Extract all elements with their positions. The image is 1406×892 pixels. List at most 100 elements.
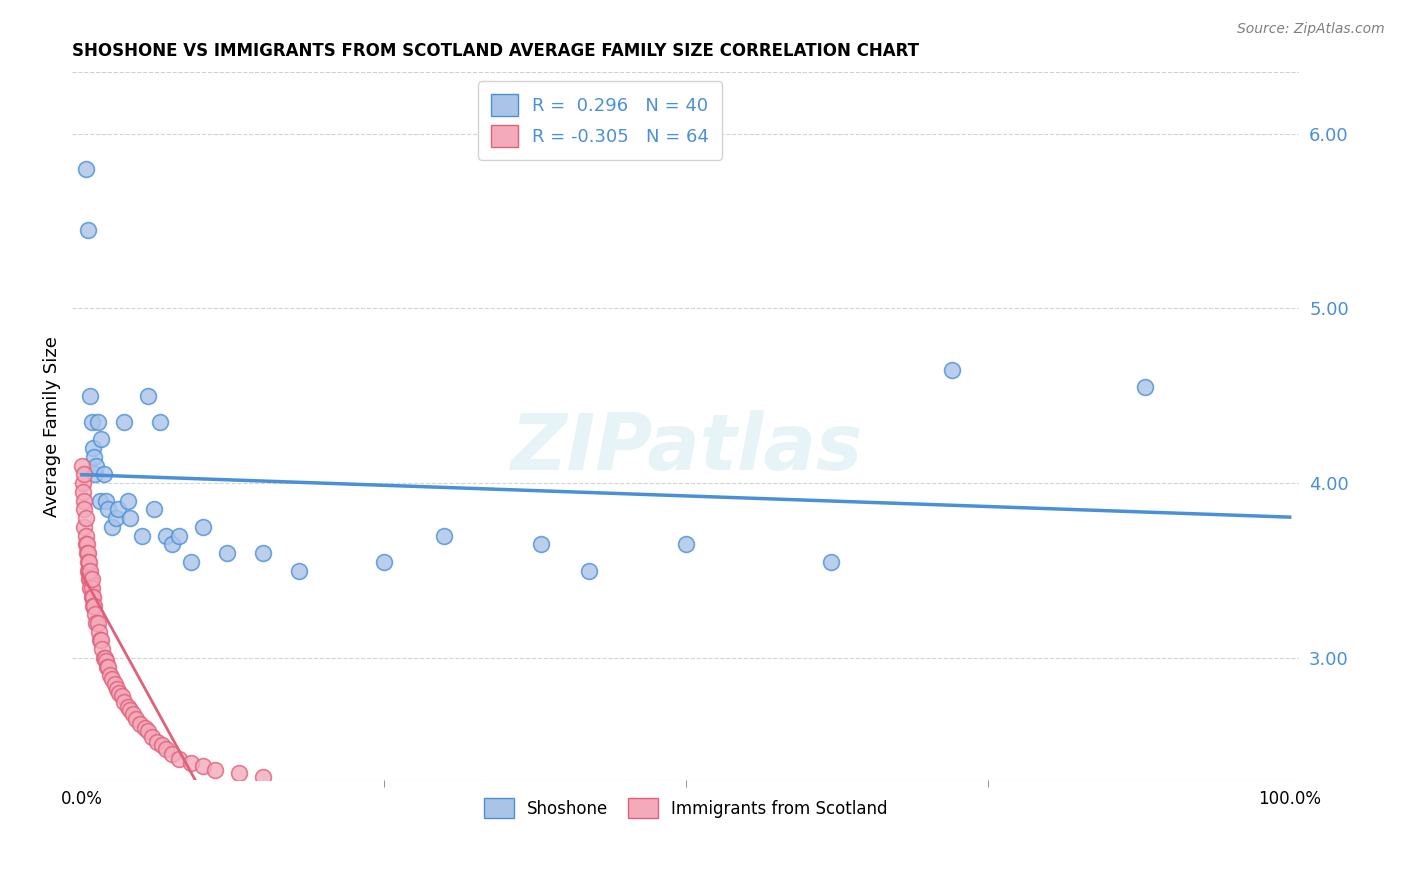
- Point: [80, 581, 103, 595]
- Point: [94, 651, 117, 665]
- Point: [80, 590, 103, 604]
- Point: [76, 546, 98, 560]
- Point: [77, 546, 100, 560]
- Point: [84, 607, 107, 622]
- Point: [180, 555, 202, 569]
- Point: [77, 555, 100, 569]
- Point: [373, 555, 395, 569]
- Point: [86, 615, 108, 630]
- Point: [121, 706, 143, 721]
- Point: [77, 564, 100, 578]
- Point: [675, 537, 697, 551]
- Point: [75, 528, 97, 542]
- Point: [107, 502, 129, 516]
- Point: [93, 651, 115, 665]
- Point: [96, 659, 118, 673]
- Point: [108, 686, 131, 700]
- Point: [191, 520, 214, 534]
- Point: [82, 590, 104, 604]
- Point: [80, 572, 103, 586]
- Point: [120, 703, 142, 717]
- Point: [111, 690, 134, 704]
- Point: [82, 599, 104, 613]
- Point: [578, 564, 600, 578]
- Point: [162, 747, 184, 761]
- Point: [93, 467, 115, 482]
- Point: [141, 730, 163, 744]
- Point: [86, 458, 108, 473]
- Point: [149, 415, 172, 429]
- Point: [90, 633, 112, 648]
- Point: [98, 668, 121, 682]
- Point: [155, 742, 177, 756]
- Point: [77, 564, 100, 578]
- Point: [215, 546, 238, 560]
- Point: [73, 520, 96, 534]
- Point: [252, 770, 274, 784]
- Point: [125, 712, 148, 726]
- Point: [120, 511, 142, 525]
- Point: [104, 511, 127, 525]
- Point: [155, 528, 177, 542]
- Point: [77, 223, 100, 237]
- Point: [77, 555, 100, 569]
- Point: [80, 415, 103, 429]
- Point: [91, 642, 114, 657]
- Point: [79, 389, 101, 403]
- Point: [128, 717, 150, 731]
- Point: [1133, 380, 1156, 394]
- Point: [89, 493, 111, 508]
- Y-axis label: Average Family Size: Average Family Size: [44, 336, 60, 516]
- Point: [131, 528, 153, 542]
- Point: [252, 546, 274, 560]
- Point: [146, 735, 169, 749]
- Point: [84, 467, 107, 482]
- Point: [89, 633, 111, 648]
- Point: [75, 537, 97, 551]
- Text: ZIPatlas: ZIPatlas: [509, 409, 862, 485]
- Point: [75, 511, 97, 525]
- Point: [101, 520, 124, 534]
- Point: [103, 677, 125, 691]
- Text: SHOSHONE VS IMMIGRANTS FROM SCOTLAND AVERAGE FAMILY SIZE CORRELATION CHART: SHOSHONE VS IMMIGRANTS FROM SCOTLAND AVE…: [72, 42, 920, 60]
- Point: [97, 502, 120, 516]
- Point: [94, 493, 117, 508]
- Point: [112, 695, 135, 709]
- Point: [77, 572, 100, 586]
- Point: [90, 433, 112, 447]
- Point: [167, 752, 190, 766]
- Point: [75, 161, 97, 176]
- Point: [433, 528, 456, 542]
- Point: [150, 739, 173, 753]
- Point: [83, 599, 105, 613]
- Point: [73, 493, 96, 508]
- Point: [162, 537, 184, 551]
- Point: [143, 502, 166, 516]
- Point: [73, 502, 96, 516]
- Point: [112, 415, 135, 429]
- Point: [94, 655, 117, 669]
- Point: [820, 555, 842, 569]
- Point: [530, 537, 553, 551]
- Point: [101, 672, 124, 686]
- Point: [136, 389, 159, 403]
- Point: [191, 759, 214, 773]
- Point: [73, 467, 96, 482]
- Point: [204, 763, 226, 777]
- Point: [87, 624, 110, 639]
- Point: [72, 484, 94, 499]
- Text: Source: ZipAtlas.com: Source: ZipAtlas.com: [1237, 22, 1385, 37]
- Point: [82, 441, 104, 455]
- Point: [79, 572, 101, 586]
- Point: [117, 699, 139, 714]
- Point: [117, 493, 139, 508]
- Point: [97, 659, 120, 673]
- Point: [86, 615, 108, 630]
- Point: [167, 528, 190, 542]
- Point: [134, 721, 156, 735]
- Point: [76, 537, 98, 551]
- Point: [228, 766, 250, 780]
- Point: [105, 682, 128, 697]
- Point: [941, 362, 963, 376]
- Point: [83, 450, 105, 464]
